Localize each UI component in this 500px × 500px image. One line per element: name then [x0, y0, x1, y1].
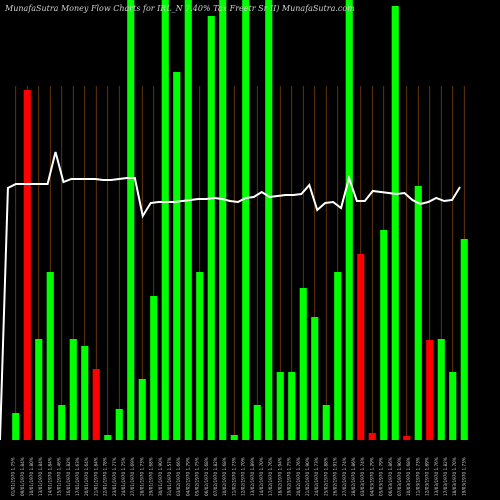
- x-tick-label: 25/02/1970 1.88%: [323, 457, 328, 496]
- x-tick-label: 14/01/1970 1.84%: [47, 457, 52, 496]
- x-tick-label: 17/01/1970 1.63%: [75, 457, 80, 496]
- x-tick-label: 10/02/1970 1.68%: [222, 457, 227, 496]
- bar: [380, 230, 388, 440]
- x-tick-label: 13/01/1970 1.84%: [38, 457, 43, 496]
- x-tick-label: 01/01/1970 1.75%: [11, 457, 16, 496]
- x-tick-label: 07/02/1970 1.82%: [213, 457, 218, 496]
- bar: [35, 339, 43, 440]
- x-tick-label: 19/02/1970 1.75%: [287, 457, 292, 496]
- bar: [288, 372, 296, 440]
- x-tick-label: 16/01/1970 1.82%: [66, 457, 71, 496]
- x-tick-label: 27/02/1970 1.74%: [342, 457, 347, 496]
- bar: [299, 288, 307, 440]
- bar: [138, 379, 146, 440]
- bar: [127, 0, 135, 440]
- x-tick-label: 09/01/1970 1.84%: [20, 457, 25, 496]
- x-tick-label: 15/01/1970 1.46%: [57, 457, 62, 496]
- x-tick-label: 19/03/1970 1.73%: [461, 457, 466, 496]
- x-tick-label: 23/01/1970 1.77%: [112, 457, 117, 496]
- bar: [449, 372, 457, 440]
- x-tick-label: 17/02/1970 1.76%: [268, 457, 273, 496]
- bar: [414, 186, 422, 440]
- x-tick-label: 20/01/1970 1.64%: [84, 457, 89, 496]
- bar: [46, 272, 54, 440]
- x-tick-label: 21/01/1970 1.84%: [93, 457, 98, 496]
- bar: [219, 0, 227, 440]
- bar: [460, 239, 468, 440]
- x-tick-label: 22/01/1970 1.78%: [103, 457, 108, 496]
- x-tick-label: 24/01/1970 1.75%: [121, 457, 126, 496]
- x-tick-label: 21/02/1970 1.90%: [305, 457, 310, 496]
- bar: [12, 413, 20, 440]
- x-tick-label: 06/03/1970 1.86%: [388, 457, 393, 496]
- x-tick-label: 31/01/1970 1.57%: [167, 457, 172, 496]
- bar-series: [12, 0, 468, 440]
- x-tick-label: 07/03/1970 1.90%: [397, 457, 402, 496]
- bar: [357, 254, 365, 440]
- x-tick-label: 10/03/1970 1.68%: [406, 457, 411, 496]
- x-tick-label: 03/02/1970 1.66%: [176, 457, 181, 496]
- x-tick-label: 27/01/1970 1.69%: [130, 457, 135, 496]
- bar: [276, 372, 284, 440]
- money-flow-line: [0, 151, 461, 441]
- x-tick-label: 28/02/1970 1.86%: [351, 457, 356, 496]
- x-tick-label: 06/02/1970 1.68%: [204, 457, 209, 496]
- x-tick-label: 14/02/1970 1.70%: [259, 457, 264, 496]
- x-tick-label: 30/01/1970 1.90%: [158, 457, 163, 496]
- x-tick-label: 12/02/1970 1.70%: [241, 457, 246, 496]
- bar: [58, 405, 66, 440]
- chart-title: MunafaSutra Money Flow Charts for IRL_N …: [4, 4, 355, 13]
- bar: [345, 0, 353, 440]
- x-tick-label: 10/01/1970 1.80%: [29, 457, 34, 496]
- bar: [196, 272, 204, 440]
- x-tick-label: 04/02/1970 1.79%: [185, 457, 190, 496]
- x-tick-label: 12/03/1970 1.89%: [425, 457, 430, 496]
- x-tick-label: 18/02/1970 1.94%: [277, 457, 282, 496]
- x-tick-label: 05/02/1970 1.75%: [195, 457, 200, 496]
- bar: [207, 16, 215, 440]
- x-tick-label: 18/03/1970 1.70%: [452, 457, 457, 496]
- x-tick-label: 11/02/1970 1.73%: [231, 457, 236, 496]
- x-tick-label: 24/02/1970 1.73%: [314, 457, 319, 496]
- bar: [161, 0, 169, 440]
- x-tick-label: 28/01/1970 1.73%: [139, 457, 144, 496]
- bar: [23, 90, 31, 440]
- bar: [426, 340, 434, 440]
- x-tick-label: 29/01/1970 1.68%: [149, 457, 154, 496]
- x-tick-label: 26/02/1970 1.91%: [333, 457, 338, 496]
- bar: [81, 346, 89, 440]
- x-tick-label: 13/02/1970 1.89%: [250, 457, 255, 496]
- bar: [184, 0, 192, 440]
- bar: [253, 405, 261, 440]
- bar: [368, 433, 376, 440]
- bar: [115, 409, 123, 440]
- bar: [173, 72, 181, 440]
- x-tick-label: 13/03/1970 1.76%: [434, 457, 439, 496]
- bar: [150, 296, 158, 440]
- x-tick-label: 17/03/1970 1.82%: [443, 457, 448, 496]
- bar: [69, 339, 77, 440]
- bar: [265, 0, 273, 440]
- x-tick-label: 03/03/1970 1.74%: [360, 457, 365, 496]
- bar: [92, 369, 100, 440]
- x-tick-label: 20/02/1970 1.76%: [296, 457, 301, 496]
- bar: [104, 435, 112, 440]
- bar: [311, 317, 319, 440]
- bar: [230, 435, 238, 440]
- bar: [403, 436, 411, 440]
- x-tick-label: 05/03/1970 1.79%: [379, 457, 384, 496]
- bar: [391, 6, 399, 440]
- bar: [437, 339, 445, 440]
- x-tick-label: 04/03/1970 1.79%: [369, 457, 374, 496]
- bar: [322, 405, 330, 440]
- x-axis-date-labels: 01/01/1970 1.75% 09/01/1970 1.84% 10/01/19…: [11, 457, 467, 496]
- x-tick-label: 11/03/1970 1.73%: [415, 457, 420, 496]
- bar: [242, 0, 250, 440]
- bar: [334, 272, 342, 440]
